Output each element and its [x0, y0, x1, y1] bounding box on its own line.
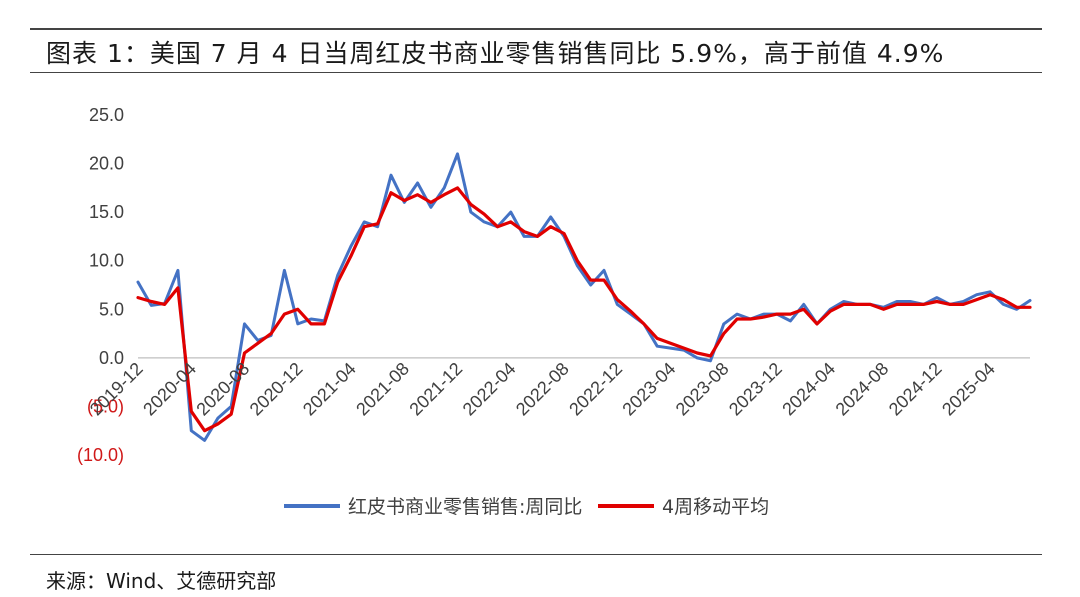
- bottom-rule: [30, 554, 1042, 555]
- source-note: 来源：Wind、艾德研究部: [46, 569, 277, 593]
- title-underline: [30, 72, 1042, 73]
- x-tick-label: 2024-12: [885, 359, 946, 420]
- x-tick-label: 2024-08: [832, 359, 893, 420]
- y-tick-label: 20.0: [89, 154, 124, 174]
- y-tick-label: (10.0): [77, 445, 124, 465]
- y-tick-label: 15.0: [89, 202, 124, 222]
- figure-title: 图表 1：美国 7 月 4 日当周红皮书商业零售销售同比 5.9%，高于前值 4…: [46, 39, 945, 68]
- y-tick-label: 5.0: [99, 299, 124, 319]
- x-tick-label: 2023-08: [672, 359, 733, 420]
- x-tick-label: 2022-08: [512, 359, 573, 420]
- x-tick-label: 2022-12: [565, 359, 626, 420]
- x-tick-label: 2021-04: [299, 359, 360, 420]
- x-tick-label: 2022-04: [459, 359, 520, 420]
- y-tick-label: (5.0): [87, 396, 124, 416]
- x-tick-label: 2021-12: [405, 359, 466, 420]
- y-tick-label: 0.0: [99, 348, 124, 368]
- x-tick-label: 2024-04: [778, 359, 839, 420]
- top-rule: [30, 28, 1042, 30]
- y-tick-label: 10.0: [89, 251, 124, 271]
- x-tick-label: 2023-12: [725, 359, 786, 420]
- y-tick-label: 25.0: [89, 105, 124, 125]
- x-tick-label: 2020-08: [192, 359, 253, 420]
- x-tick-label: 2023-04: [619, 359, 680, 420]
- legend-ma4-label: 4周移动平均: [662, 496, 769, 518]
- x-tick-label: 2020-12: [246, 359, 307, 420]
- x-tick-label: 2025-04: [938, 359, 999, 420]
- legend-weekly-label: 红皮书商业零售销售:周同比: [348, 496, 582, 518]
- series-line-ma4: [136, 186, 1032, 433]
- x-tick-label: 2021-08: [352, 359, 413, 420]
